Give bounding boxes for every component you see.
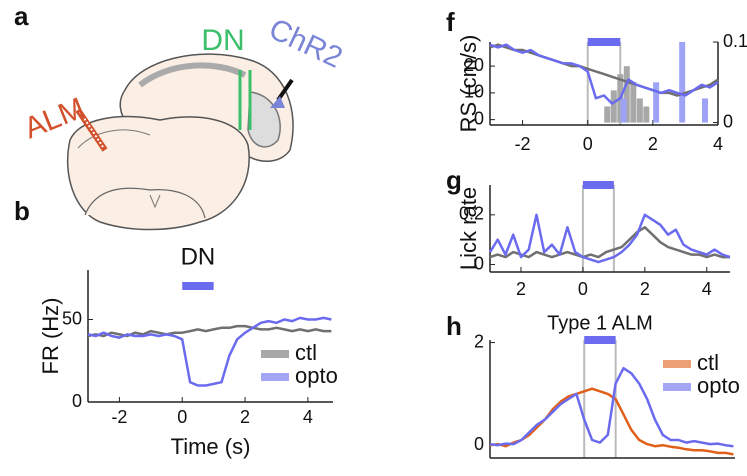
x-tick-label: 4 bbox=[702, 279, 712, 299]
hist-bar bbox=[604, 106, 611, 123]
light-cone bbox=[270, 96, 285, 108]
x-tick-label: 0 bbox=[177, 407, 187, 427]
panel-label: a bbox=[14, 1, 29, 31]
y2-tick-label: 0.1 bbox=[723, 31, 747, 51]
y-tick-label: 0 bbox=[474, 434, 484, 454]
panel-label: g bbox=[446, 165, 462, 195]
series-line bbox=[488, 213, 731, 264]
y-tick-label: 0 bbox=[474, 253, 484, 273]
x-tick-label: 2 bbox=[240, 407, 250, 427]
stim-bar bbox=[582, 181, 614, 189]
hist-bar bbox=[620, 98, 627, 123]
series-line bbox=[489, 387, 734, 456]
legend-label: ctl bbox=[295, 340, 317, 365]
x-tick-label: -2 bbox=[111, 407, 127, 427]
legend-label: ctl bbox=[697, 350, 719, 375]
x-tick-label: 4 bbox=[303, 407, 313, 427]
chr2-label: ChR2 bbox=[264, 12, 347, 74]
fiber bbox=[276, 78, 294, 102]
x-tick-label: 2 bbox=[648, 134, 658, 154]
y-tick-label: 0 bbox=[474, 108, 484, 128]
legend-label: opto bbox=[697, 373, 740, 398]
hist-bar bbox=[643, 106, 650, 123]
stim-bar bbox=[584, 336, 616, 344]
y-tick-label: 0 bbox=[72, 391, 82, 411]
x-tick-label: 2 bbox=[640, 279, 650, 299]
dn-label: DN bbox=[201, 24, 244, 57]
cortex-layer bbox=[138, 62, 247, 88]
hist-bar bbox=[623, 66, 630, 123]
x-tick-label: 0 bbox=[578, 279, 588, 299]
panel-label: b bbox=[14, 196, 30, 226]
alm-probe-sites bbox=[79, 111, 104, 148]
x-tick-label: 0 bbox=[583, 134, 593, 154]
sulcus bbox=[77, 129, 151, 149]
hist-bar bbox=[679, 42, 686, 123]
hist-bar bbox=[653, 82, 660, 123]
fissure bbox=[149, 194, 161, 209]
y-axis-label: Lick rate bbox=[456, 187, 481, 270]
series-line bbox=[489, 43, 719, 105]
hist-bar bbox=[636, 98, 643, 123]
y-tick-label: 20 bbox=[464, 55, 484, 75]
stim-bar bbox=[182, 282, 214, 290]
hist-bar bbox=[701, 98, 708, 123]
y-tick-label: 50 bbox=[62, 308, 82, 328]
legend-label: opto bbox=[295, 363, 338, 388]
hist-bar bbox=[610, 90, 617, 123]
dn-probe bbox=[238, 70, 252, 130]
series-line bbox=[489, 366, 734, 448]
stim-label: DN bbox=[181, 243, 216, 270]
brainstem bbox=[84, 187, 206, 219]
y-tick-label: 0.2 bbox=[459, 204, 484, 224]
hist-bar bbox=[630, 82, 637, 123]
y-tick-label: 2 bbox=[474, 331, 484, 351]
x-tick-label: 4 bbox=[713, 134, 723, 154]
y-tick-label: 10 bbox=[464, 82, 484, 102]
series-line bbox=[87, 316, 332, 387]
x-tick-label: -2 bbox=[515, 134, 531, 154]
stim-bar bbox=[587, 38, 621, 46]
chart-title: Type 1 ALM bbox=[547, 312, 653, 334]
series-line bbox=[489, 226, 730, 259]
x-axis-label: Time (s) bbox=[171, 434, 251, 459]
y2-tick-label: 0 bbox=[723, 111, 733, 131]
y-axis-label: FR (Hz) bbox=[38, 298, 63, 375]
panel-label: h bbox=[446, 311, 462, 341]
panel-label: f bbox=[446, 7, 455, 37]
diagram: a ALM DN ChR2 bbox=[14, 1, 347, 231]
x-tick-label: 2 bbox=[516, 279, 526, 299]
y-axis-label: RS (cm/s) bbox=[456, 35, 481, 133]
